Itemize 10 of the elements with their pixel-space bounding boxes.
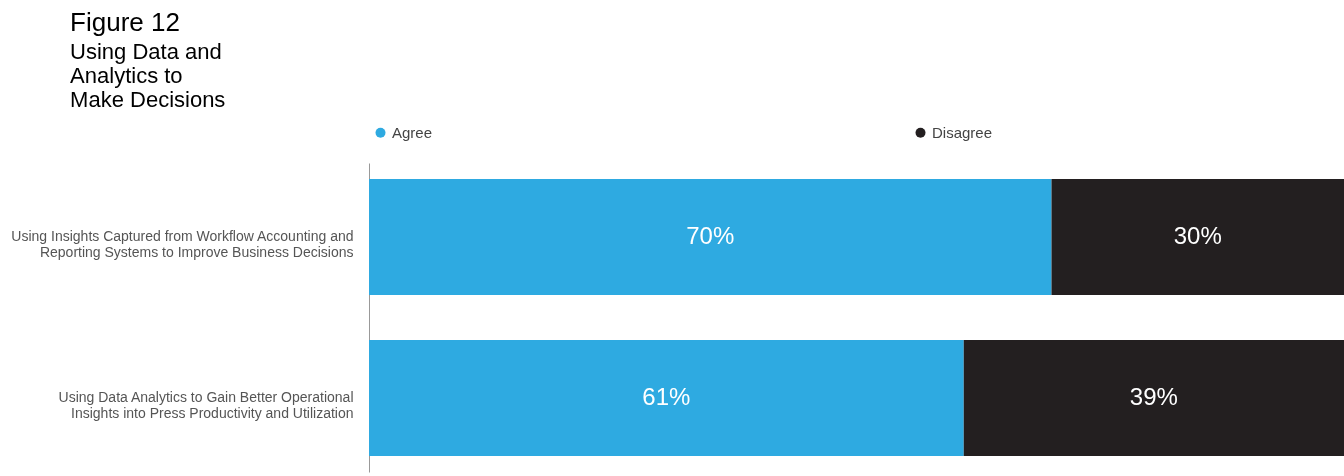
data-label: 39% (1129, 382, 1178, 410)
legend-label: Agree (392, 123, 433, 141)
text: Figure 12 (70, 7, 180, 37)
data-label: 61% (642, 382, 691, 410)
legend-label: Disagree (932, 123, 993, 141)
y-tick-label: Using Insights Captured from Workflow Accounting and Reporting Systems to Improve Business Decisions (11, 228, 354, 261)
y-tick-label: Using Data Analytics to Gain Better Operational Insights into Press Productivity and Utilization (58, 388, 354, 421)
text: Using Data and Analytics to Make Decisions (70, 39, 226, 112)
data-label: 70% (686, 222, 735, 250)
data-label: 30% (1173, 222, 1222, 250)
